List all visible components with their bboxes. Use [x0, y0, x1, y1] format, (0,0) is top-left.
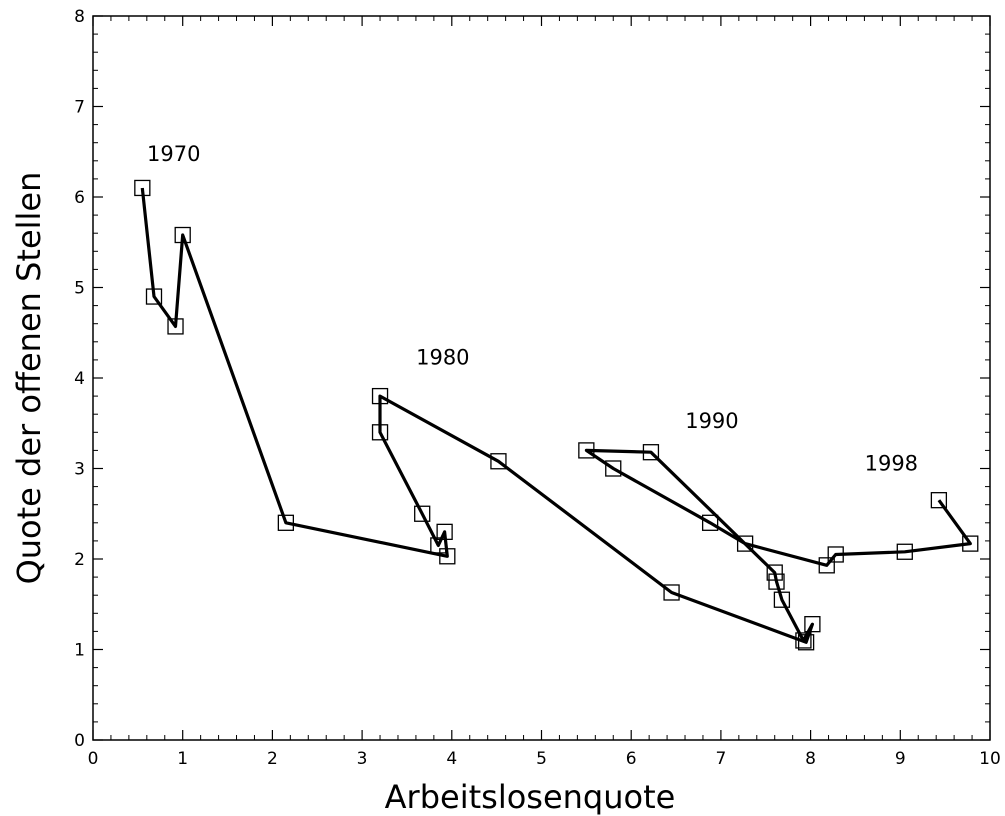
- y-tick-label: 8: [74, 7, 85, 27]
- year-annotation: 1990: [685, 409, 738, 433]
- y-tick-label: 3: [74, 460, 85, 480]
- annotations: 1970 1980 1990 1998: [147, 142, 918, 476]
- x-axis: 0 1 2 3 4 5 6 7 8 9 10: [88, 16, 1001, 769]
- x-tick-label: 2: [267, 749, 278, 769]
- y-tick-label: 7: [74, 98, 85, 118]
- data-point: [414, 505, 431, 522]
- data-point: [701, 514, 719, 531]
- y-tick-label: 5: [74, 279, 85, 299]
- series-group: [134, 179, 979, 651]
- x-tick-label: 9: [895, 749, 906, 769]
- data-point: [371, 424, 389, 441]
- data-point: [642, 444, 660, 461]
- y-axis: 0 1 2 3 4 5 6 7 8: [74, 7, 990, 751]
- data-point: [663, 584, 680, 601]
- data-point: [145, 288, 163, 305]
- data-point: [768, 573, 785, 590]
- x-tick-label: 4: [446, 749, 457, 769]
- data-point: [134, 179, 151, 197]
- y-axis-title: Quote der offenen Stellen: [10, 172, 48, 585]
- data-point: [797, 634, 815, 651]
- data-point: [804, 616, 821, 633]
- data-point: [896, 543, 913, 560]
- data-point: [490, 453, 507, 470]
- x-tick-label: 6: [626, 749, 637, 769]
- x-tick-label: 8: [805, 749, 816, 769]
- y-tick-label: 1: [74, 641, 85, 661]
- data-point: [277, 514, 295, 531]
- data-point: [930, 492, 948, 509]
- data-point: [167, 318, 184, 335]
- data-point: [371, 387, 389, 405]
- data-point: [605, 460, 622, 477]
- data-point: [827, 546, 844, 563]
- data-point: [174, 226, 191, 244]
- x-tick-label: 1: [177, 749, 188, 769]
- data-point: [766, 564, 783, 581]
- y-tick-label: 2: [74, 550, 85, 570]
- x-tick-label: 7: [715, 749, 726, 769]
- year-annotation: 1998: [865, 451, 918, 475]
- year-annotation: 1970: [147, 142, 200, 166]
- y-tick-label: 0: [74, 731, 85, 751]
- year-annotation: 1980: [416, 345, 469, 369]
- data-point: [736, 535, 754, 552]
- data-point: [430, 537, 447, 554]
- x-tick-label: 0: [88, 749, 99, 769]
- data-point: [773, 591, 791, 608]
- data-point: [436, 523, 453, 540]
- x-tick-label: 10: [979, 749, 1001, 769]
- data-point: [818, 557, 835, 574]
- data-point: [439, 548, 456, 565]
- y-tick-label: 4: [74, 369, 85, 389]
- y-tick-label: 6: [74, 188, 85, 208]
- plot-frame: [92, 15, 991, 741]
- x-tick-label: 5: [536, 749, 547, 769]
- series-line: [140, 187, 972, 644]
- x-tick-label: 3: [357, 749, 368, 769]
- x-axis-title: Arbeitslosenquote: [385, 778, 676, 816]
- data-point: [795, 632, 812, 649]
- data-point: [578, 442, 595, 459]
- data-point: [962, 535, 979, 552]
